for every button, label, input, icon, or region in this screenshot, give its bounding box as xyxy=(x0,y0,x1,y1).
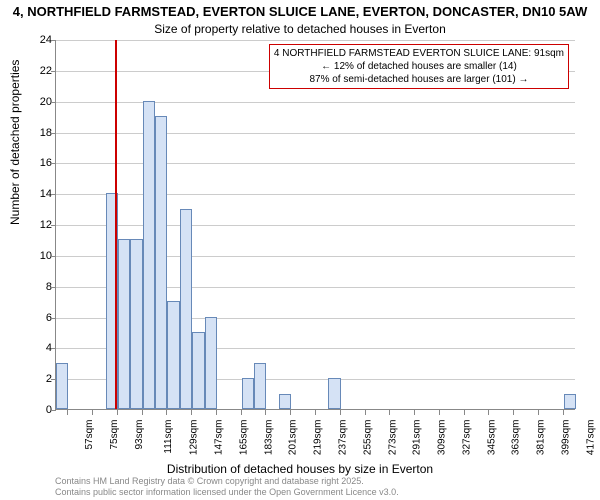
x-axis-ticks: 57sqm 75sqm 93sqm 111sqm 129sqm 147sqm 165sqm 1… xyxy=(55,410,575,460)
y-tick-label: 16 xyxy=(12,157,52,169)
annotation-line3: 87% of semi-detached houses are larger (… xyxy=(274,73,564,86)
x-axis-label: Distribution of detached houses by size … xyxy=(0,462,600,476)
histogram-bar xyxy=(328,378,340,409)
footer-line1: Contains HM Land Registry data © Crown c… xyxy=(55,476,399,487)
y-axis-ticks: 024681012141618202224 xyxy=(10,40,55,410)
histogram-bar xyxy=(205,317,217,410)
x-tick-label: 381sqm xyxy=(536,420,547,456)
y-tick-label: 22 xyxy=(12,65,52,77)
histogram-bar xyxy=(143,101,155,409)
x-tick-label: 219sqm xyxy=(313,420,324,456)
y-tick-label: 14 xyxy=(12,188,52,200)
x-tick-label: 327sqm xyxy=(461,420,472,456)
histogram-bar xyxy=(130,239,142,409)
x-tick-label: 309sqm xyxy=(437,420,448,456)
histogram-bar xyxy=(192,332,204,409)
grid-line xyxy=(56,40,575,41)
y-tick-label: 0 xyxy=(12,404,52,416)
chart-title-sub: Size of property relative to detached ho… xyxy=(0,22,600,36)
grid-line xyxy=(56,194,575,195)
histogram-bar xyxy=(118,239,130,409)
x-tick-label: 75sqm xyxy=(109,420,120,450)
histogram-bar xyxy=(564,394,576,409)
annotation-line2: ← 12% of detached houses are smaller (14… xyxy=(274,60,564,73)
histogram-bar xyxy=(56,363,68,409)
x-tick-label: 165sqm xyxy=(239,420,250,456)
x-tick-label: 417sqm xyxy=(585,420,596,456)
x-tick-label: 399sqm xyxy=(560,420,571,456)
x-tick-label: 183sqm xyxy=(263,420,274,456)
histogram-bar xyxy=(155,116,167,409)
footer-text: Contains HM Land Registry data © Crown c… xyxy=(55,476,399,498)
grid-line xyxy=(56,225,575,226)
y-tick-label: 24 xyxy=(12,34,52,46)
y-tick-label: 4 xyxy=(12,342,52,354)
grid-line xyxy=(56,133,575,134)
x-tick-label: 57sqm xyxy=(84,420,95,450)
x-tick-label: 255sqm xyxy=(362,420,373,456)
x-tick-label: 291sqm xyxy=(412,420,423,456)
histogram-bar xyxy=(180,209,192,409)
histogram-bar xyxy=(242,378,254,409)
grid-line xyxy=(56,163,575,164)
y-tick-label: 18 xyxy=(12,127,52,139)
histogram-bar xyxy=(167,301,179,409)
x-tick-label: 363sqm xyxy=(511,420,522,456)
x-tick-label: 201sqm xyxy=(288,420,299,456)
x-tick-label: 147sqm xyxy=(214,420,225,456)
plot-area: 4 NORTHFIELD FARMSTEAD EVERTON SLUICE LA… xyxy=(55,40,575,410)
x-tick-label: 237sqm xyxy=(338,420,349,456)
y-tick-label: 2 xyxy=(12,373,52,385)
marker-line xyxy=(115,40,117,409)
chart-container: 4, NORTHFIELD FARMSTEAD, EVERTON SLUICE … xyxy=(0,0,600,500)
annotation-box: 4 NORTHFIELD FARMSTEAD EVERTON SLUICE LA… xyxy=(269,44,569,89)
y-tick-label: 6 xyxy=(12,312,52,324)
annotation-line1: 4 NORTHFIELD FARMSTEAD EVERTON SLUICE LA… xyxy=(274,47,564,60)
footer-line2: Contains public sector information licen… xyxy=(55,487,399,498)
histogram-bar xyxy=(254,363,266,409)
histogram-bar xyxy=(279,394,291,409)
x-tick-label: 93sqm xyxy=(134,420,145,450)
y-tick-label: 20 xyxy=(12,96,52,108)
chart-title-main: 4, NORTHFIELD FARMSTEAD, EVERTON SLUICE … xyxy=(0,4,600,19)
y-tick-label: 8 xyxy=(12,281,52,293)
y-tick-label: 10 xyxy=(12,250,52,262)
grid-line xyxy=(56,102,575,103)
y-tick-label: 12 xyxy=(12,219,52,231)
x-tick-label: 129sqm xyxy=(189,420,200,456)
x-tick-label: 111sqm xyxy=(163,420,174,454)
x-tick-label: 273sqm xyxy=(387,420,398,456)
x-tick-label: 345sqm xyxy=(486,420,497,456)
